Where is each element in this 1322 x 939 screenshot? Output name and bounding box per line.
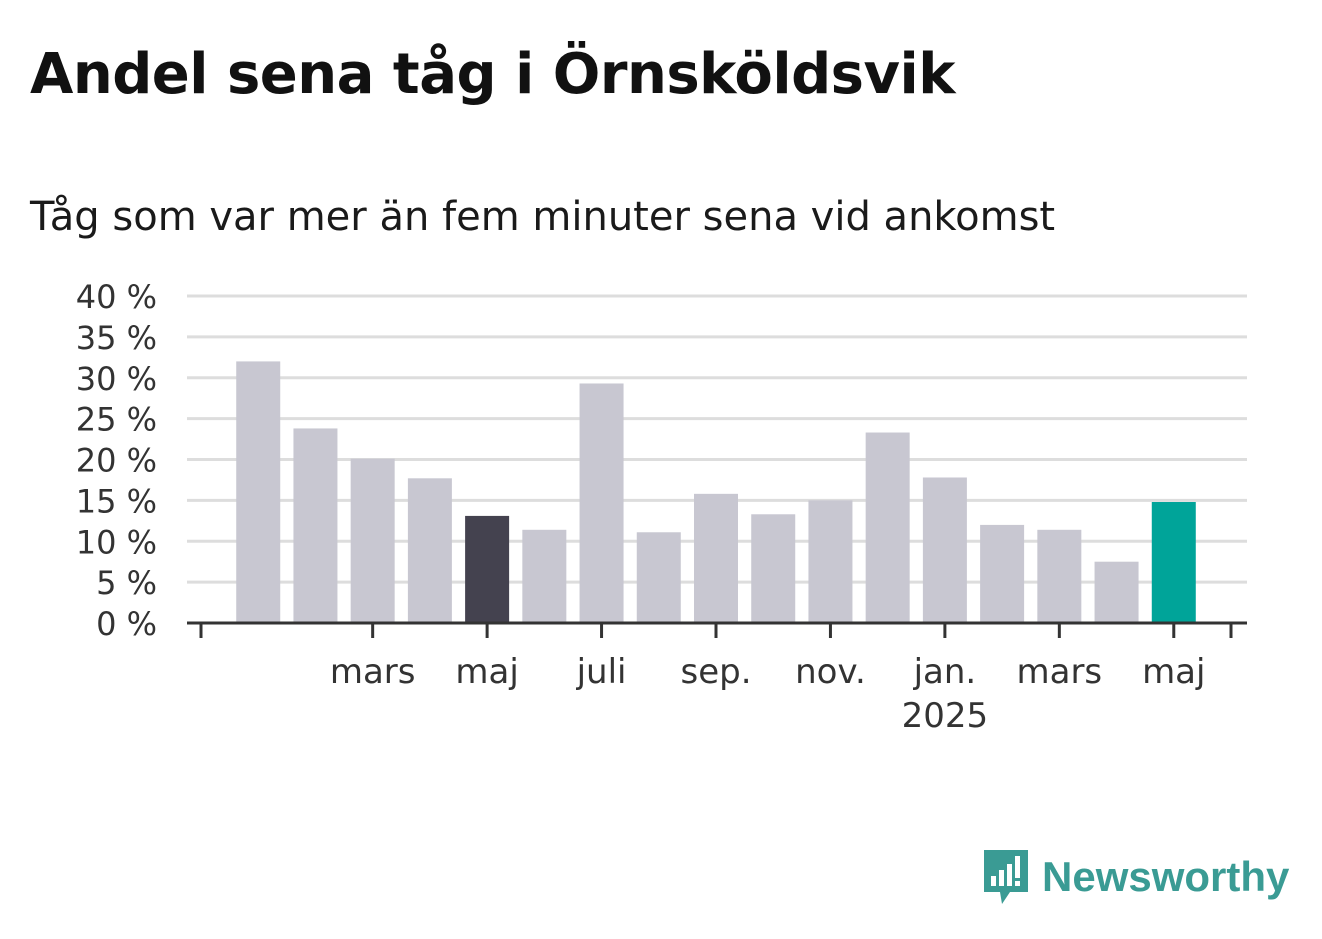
y-tick-label: 10 % [76, 523, 157, 561]
bar [465, 515, 510, 623]
x-tick-label: nov. [795, 652, 866, 692]
x-tick-year-label: 2025 [902, 696, 989, 736]
y-tick-label: 30 % [76, 360, 157, 398]
chart-title: Andel sena tåg i Örnsköldsvik [30, 42, 955, 107]
chart-subtitle: Tåg som var mer än fem minuter sena vid … [30, 194, 1056, 240]
bar [865, 432, 910, 623]
bar [694, 493, 738, 623]
bar [1151, 502, 1196, 623]
bar [579, 383, 624, 623]
bar [522, 529, 567, 623]
bar [922, 477, 967, 623]
x-tick-label: juli [576, 652, 627, 692]
bar [636, 532, 681, 623]
y-tick-label: 25 % [76, 401, 157, 439]
y-tick-label: 35 % [76, 319, 157, 357]
x-tick-label: jan. [913, 652, 977, 692]
bar [751, 514, 796, 623]
bar [808, 500, 853, 623]
y-axis-ticks: 0 %5 %10 %15 %20 %25 %30 %35 %40 % [76, 278, 157, 643]
bar [1037, 529, 1082, 623]
bar [407, 478, 452, 623]
x-tick-label: maj [1142, 652, 1205, 692]
bar [293, 428, 338, 623]
x-tick-label: sep. [680, 652, 751, 692]
y-tick-label: 20 % [76, 442, 157, 480]
x-tick-label: maj [455, 652, 518, 692]
bar [350, 458, 395, 623]
chart-speech-bubble-icon [984, 850, 1028, 904]
bar [980, 524, 1025, 623]
y-tick-label: 40 % [76, 278, 157, 316]
bars [236, 361, 1196, 623]
bar [1094, 561, 1139, 623]
x-tick-label: mars [1017, 652, 1103, 692]
y-tick-label: 0 % [96, 605, 157, 643]
y-tick-label: 15 % [76, 482, 157, 520]
x-tick-label: mars [330, 652, 416, 692]
y-tick-label: 5 % [96, 564, 157, 602]
newsworthy-logo: Newsworthy [980, 846, 1289, 908]
bar [236, 361, 281, 623]
brand-name: Newsworthy [1042, 853, 1290, 900]
